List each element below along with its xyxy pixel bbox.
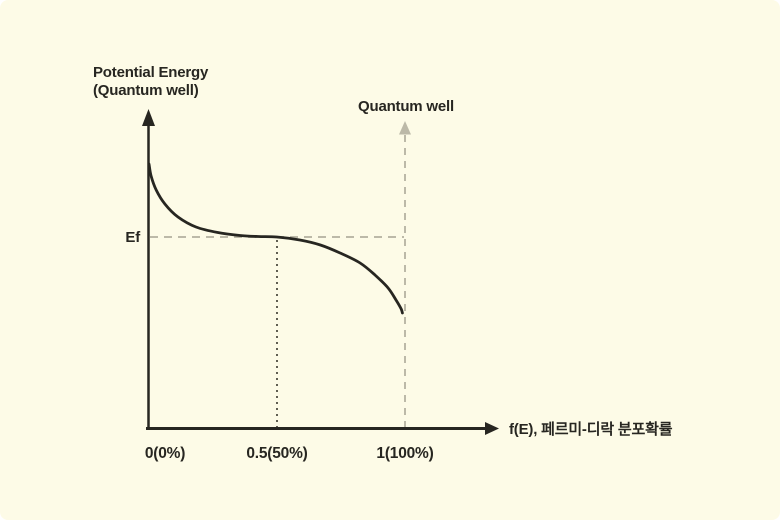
y-axis-arrow-icon <box>142 109 155 126</box>
fermi-level-label: Ef <box>125 229 141 246</box>
y-axis-title-line2: (Quantum well) <box>93 82 199 99</box>
quantum-well-arrow-up-icon <box>399 121 411 135</box>
quantum-well-callout-label: Quantum well <box>358 98 454 115</box>
x-tick-label-100: 1(100%) <box>376 445 433 462</box>
y-axis-title-line1: Potential Energy <box>93 64 209 81</box>
x-axis-arrow-icon <box>485 422 499 435</box>
x-axis-title: f(E), 페르미-디락 분포확률 <box>509 420 673 438</box>
fermi-dirac-curve <box>147 162 404 315</box>
x-tick-label-0: 0(0%) <box>145 445 185 462</box>
x-tick-label-50: 0.5(50%) <box>246 445 307 462</box>
